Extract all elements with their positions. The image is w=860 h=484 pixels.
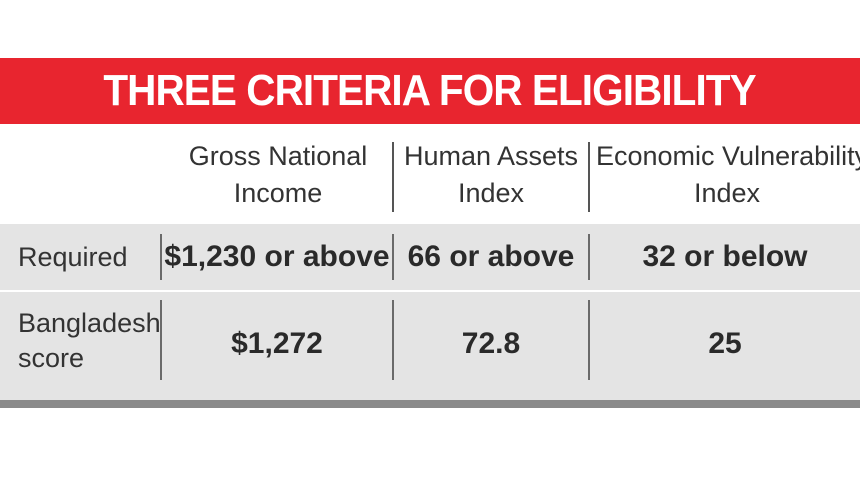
- page-title: THREE CRITERIA FOR ELIGIBILITY: [103, 66, 757, 115]
- column-header-evi-line1: Economic Vulnerability: [596, 141, 860, 171]
- column-header-evi: Economic Vulnerability Index: [596, 138, 860, 218]
- column-header-hai-line2: Index: [457, 178, 525, 208]
- row-label-bangladesh: Bangladesh score: [18, 306, 161, 376]
- row-separator: [0, 290, 860, 292]
- row-label-bangladesh-line1: Bangladesh: [18, 308, 161, 338]
- column-divider: [392, 234, 394, 280]
- title-banner: THREE CRITERIA FOR ELIGIBILITY: [0, 58, 860, 124]
- column-header-gni-line2: Income: [233, 178, 323, 208]
- bangladesh-hai-value: 72.8: [461, 327, 521, 360]
- column-header-hai: Human Assets Index: [396, 138, 586, 218]
- column-divider: [588, 300, 590, 380]
- column-divider: [588, 234, 590, 280]
- criteria-table: [0, 224, 860, 402]
- column-header-evi-line2: Index: [693, 178, 761, 208]
- row-label-required: Required: [18, 240, 128, 275]
- header-divider: [588, 142, 590, 212]
- required-gni-value: $1,230 or above: [164, 240, 390, 273]
- column-header-gni-line1: Gross National: [188, 141, 368, 171]
- bangladesh-gni-value: $1,272: [231, 327, 323, 360]
- row-label-required-text: Required: [18, 242, 128, 272]
- column-divider: [160, 300, 162, 380]
- header-divider: [392, 142, 394, 212]
- column-header-gni: Gross National Income: [168, 138, 388, 218]
- required-hai-value: 66 or above: [407, 240, 575, 273]
- bangladesh-evi-value: 25: [708, 327, 742, 360]
- column-header-hai-line1: Human Assets: [403, 141, 579, 171]
- bottom-rule: [0, 400, 860, 408]
- row-label-bangladesh-line2: score: [18, 343, 85, 373]
- required-evi-value: 32 or below: [642, 240, 808, 273]
- column-divider: [392, 300, 394, 380]
- column-divider: [160, 234, 162, 280]
